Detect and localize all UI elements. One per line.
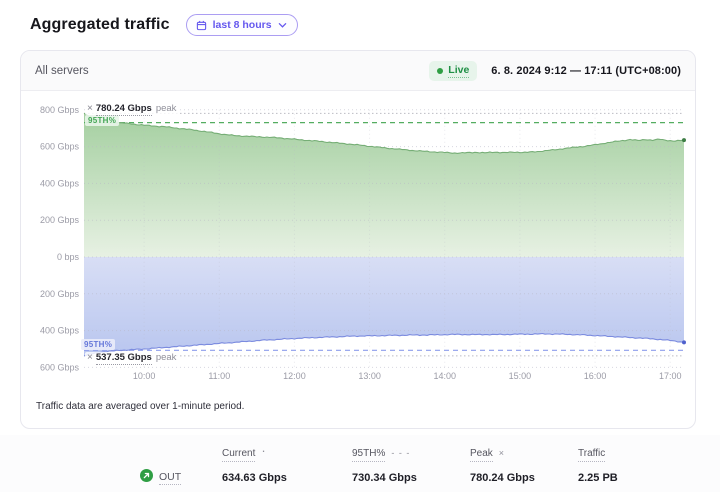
calendar-icon — [196, 20, 207, 31]
svg-text:600 Gbps: 600 Gbps — [40, 142, 80, 152]
svg-text:400 Gbps: 400 Gbps — [40, 326, 80, 336]
traffic-summary-table: Current · 95TH% - - - Peak × Traffic OUT 63… — [0, 435, 720, 492]
svg-text:200 Gbps: 200 Gbps — [40, 215, 80, 225]
out-label[interactable]: OUT — [159, 471, 182, 485]
svg-text:0 bps: 0 bps — [57, 252, 80, 262]
summary-header-row: Current · 95TH% - - - Peak × Traffic — [140, 443, 720, 462]
svg-text:10:00: 10:00 — [133, 371, 156, 381]
servers-label: All servers — [35, 64, 89, 77]
peak-in-value[interactable]: 537.35 Gbps — [95, 352, 152, 365]
peak-out-value[interactable]: 780.24 Gbps — [95, 103, 152, 116]
time-range-label: last 8 hours — [212, 19, 272, 31]
column-95th[interactable]: 95TH% — [352, 448, 386, 462]
servers-card: All servers Live 6. 8. 2024 9:12 — 17:11… — [20, 50, 696, 429]
peak-x-icon: × — [87, 352, 93, 363]
svg-text:12:00: 12:00 — [283, 371, 306, 381]
live-dot-icon — [437, 67, 444, 74]
date-range-label: 6. 8. 2024 9:12 — 17:11 (UTC+08:00) — [491, 64, 681, 77]
live-badge[interactable]: Live — [429, 60, 478, 81]
svg-text:16:00: 16:00 — [584, 371, 607, 381]
page-title: Aggregated traffic — [30, 16, 170, 33]
out-current-value: 634.63 Gbps — [222, 472, 287, 484]
peak-out-annotation: × 780.24 Gbps peak — [85, 103, 179, 116]
traffic-chart-svg[interactable]: 800 Gbps 600 Gbps 400 Gbps 200 Gbps 0 bps 200… — [21, 91, 696, 387]
page-header: Aggregated traffic last 8 hours — [0, 0, 720, 44]
card-header: All servers Live 6. 8. 2024 9:12 — 17:11… — [21, 51, 695, 91]
peak-in-suffix: peak — [155, 352, 177, 363]
summary-out-row: OUT 634.63 Gbps 730.34 Gbps 780.24 Gbps … — [140, 465, 720, 491]
live-label: Live — [448, 63, 470, 78]
chart-footnote: Traffic data are averaged over 1-minute … — [36, 401, 245, 412]
svg-text:15:00: 15:00 — [509, 371, 532, 381]
column-traffic[interactable]: Traffic — [578, 448, 606, 462]
svg-text:13:00: 13:00 — [358, 371, 381, 381]
peak-out-suffix: peak — [155, 103, 177, 114]
dashed-line-icon: - - - — [391, 448, 411, 458]
time-range-button[interactable]: last 8 hours — [185, 14, 298, 36]
out-peak-value: 780.24 Gbps — [470, 472, 535, 484]
p95-out-chip: 95TH% — [85, 115, 120, 126]
svg-text:600 Gbps: 600 Gbps — [40, 362, 80, 372]
traffic-chart[interactable]: 800 Gbps 600 Gbps 400 Gbps 200 Gbps 0 bps 200… — [21, 91, 696, 387]
svg-text:17:00: 17:00 — [659, 371, 682, 381]
svg-text:800 Gbps: 800 Gbps — [40, 105, 80, 115]
svg-text:400 Gbps: 400 Gbps — [40, 178, 80, 188]
p95-in-chip: 95TH% — [81, 339, 116, 350]
svg-text:200 Gbps: 200 Gbps — [40, 289, 80, 299]
peak-x-icon: × — [87, 103, 93, 114]
out-traffic-value: 2.25 PB — [578, 472, 618, 484]
svg-text:14:00: 14:00 — [433, 371, 456, 381]
svg-text:11:00: 11:00 — [208, 371, 230, 381]
peak-in-annotation: × 537.35 Gbps peak — [85, 352, 179, 365]
column-current[interactable]: Current — [222, 448, 256, 462]
current-dot-icon: · — [261, 443, 266, 458]
out-direction-icon — [140, 469, 153, 487]
column-peak[interactable]: Peak — [470, 448, 493, 462]
peak-x-icon: × — [498, 448, 506, 458]
out-95th-value: 730.34 Gbps — [352, 472, 417, 484]
chevron-down-icon — [278, 22, 287, 29]
